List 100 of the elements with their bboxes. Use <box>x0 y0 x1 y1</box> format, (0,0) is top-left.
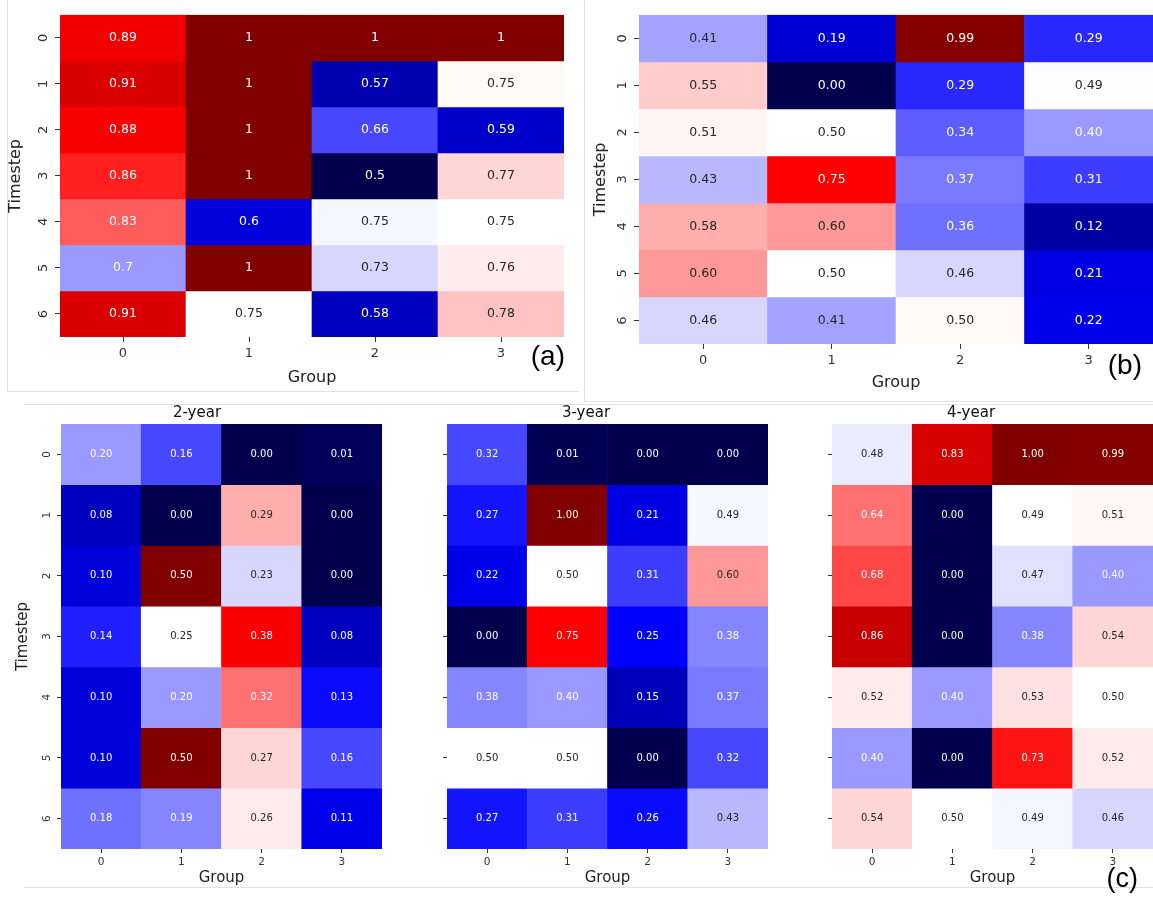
y-axis-title: Timestep <box>12 601 31 673</box>
x-tick-label: 0 <box>118 345 128 361</box>
data-label: 0.16 <box>330 751 354 763</box>
data-label: 0.75 <box>487 75 515 91</box>
data-label: 0.43 <box>716 812 740 824</box>
data-label: 0.78 <box>487 305 515 321</box>
data-label: 0.51 <box>1101 508 1125 520</box>
data-label: 0.6 <box>239 213 259 229</box>
data-label: 1 <box>245 75 253 91</box>
data-label: 0.10 <box>89 569 113 581</box>
data-label: 0.14 <box>89 630 113 642</box>
data-label: 0.59 <box>487 121 515 137</box>
y-tick-label: 5 <box>614 269 630 278</box>
data-label: 0.75 <box>361 213 389 229</box>
data-label: 0.47 <box>1021 569 1044 581</box>
data-label: 0.50 <box>1101 690 1125 702</box>
data-label: 0.26 <box>250 812 273 824</box>
data-label: 0.21 <box>1074 264 1103 280</box>
data-label: 0.40 <box>1074 123 1103 139</box>
data-label: 0.00 <box>941 569 964 581</box>
data-label: 0.50 <box>817 123 846 139</box>
data-label: 0.37 <box>716 690 740 702</box>
y-tick-label: 5 <box>35 263 51 273</box>
data-label: 0.60 <box>716 569 740 581</box>
text: (a) <box>530 339 565 371</box>
data-label: 1 <box>245 259 253 275</box>
y-tick-label: 1 <box>35 79 51 88</box>
data-label: 0.26 <box>636 812 659 824</box>
data-label: 0.91 <box>109 75 137 91</box>
y-tick-label: 3 <box>40 633 53 640</box>
data-label: 0.29 <box>1074 29 1103 45</box>
data-label: 0.86 <box>860 630 884 642</box>
x-tick-label: 2 <box>258 855 265 868</box>
data-label: 0.00 <box>941 630 964 642</box>
data-label: 1.00 <box>556 508 579 520</box>
data-label: 0.99 <box>946 29 975 45</box>
data-label: 1 <box>245 29 253 45</box>
data-label: 0.60 <box>689 264 718 280</box>
data-label: 0.86 <box>109 167 137 183</box>
data-label: 0.37 <box>946 170 975 186</box>
data-label: 0.50 <box>946 311 975 327</box>
data-label: 0.20 <box>89 447 113 459</box>
data-label: 1 <box>497 29 505 45</box>
y-tick-label: 6 <box>35 309 51 319</box>
data-label: 0.31 <box>636 569 659 581</box>
data-label: 0.21 <box>636 508 659 520</box>
data-label: 0.10 <box>89 751 113 763</box>
y-tick-label: 1 <box>40 511 53 519</box>
data-label: 0.73 <box>1021 751 1044 763</box>
data-label: 0.27 <box>475 812 499 824</box>
data-label: 0.15 <box>636 690 659 702</box>
data-label: 0.50 <box>556 751 579 763</box>
x-tick-label: 2 <box>1029 855 1036 868</box>
data-label: 0.13 <box>330 690 354 702</box>
data-label: 0.22 <box>1074 311 1103 327</box>
data-label: 0.48 <box>860 447 884 459</box>
data-label: 0.75 <box>556 630 579 642</box>
data-label: 1 <box>245 121 253 137</box>
x-tick-label: 3 <box>496 345 506 361</box>
data-label: 0.49 <box>1021 812 1044 824</box>
data-label: 0.00 <box>716 447 740 459</box>
data-label: 0.00 <box>330 508 354 520</box>
data-label: 0.57 <box>361 75 389 91</box>
x-tick-label: 0 <box>97 855 105 868</box>
data-label: 0.00 <box>636 447 659 459</box>
data-label: 0.51 <box>689 123 718 139</box>
x-tick-label: 2 <box>370 345 380 361</box>
y-tick-label: 5 <box>40 754 53 762</box>
data-label: 0.68 <box>860 569 884 581</box>
data-label: 0.00 <box>817 76 846 92</box>
data-label: 0.23 <box>250 569 273 581</box>
data-label: 0.00 <box>475 630 499 642</box>
y-tick-label: 0 <box>40 451 53 458</box>
data-label: 0.18 <box>89 812 113 824</box>
x-tick-label: 1 <box>564 855 571 868</box>
data-label: 0.99 <box>1101 447 1125 459</box>
x-tick-label: 1 <box>178 855 185 868</box>
data-label: 1.00 <box>1021 447 1044 459</box>
data-label: 0.58 <box>361 305 389 321</box>
data-label: 0.32 <box>250 690 273 702</box>
y-tick-label: 6 <box>40 814 53 822</box>
data-label: 0.54 <box>1101 630 1125 642</box>
x-axis-title: Group <box>198 867 245 886</box>
y-tick-label: 0 <box>614 34 630 43</box>
data-label: 0.38 <box>716 630 740 642</box>
data-label: 0.50 <box>475 751 499 763</box>
y-axis-title: Timestep <box>4 139 24 214</box>
x-tick-label: 0 <box>868 855 876 868</box>
data-label: 0.89 <box>109 29 137 45</box>
data-label: 0.00 <box>941 751 964 763</box>
data-label: 0.58 <box>689 217 718 233</box>
x-tick-label: 3 <box>1084 352 1093 368</box>
data-label: 0.50 <box>941 812 964 824</box>
x-tick-label: 3 <box>724 855 732 868</box>
data-label: 0.27 <box>250 751 273 763</box>
data-label: 0.49 <box>1021 508 1044 520</box>
text: (b) <box>1107 348 1142 380</box>
data-label: 0.60 <box>817 217 846 233</box>
x-axis-title: Group <box>969 867 1016 886</box>
data-label: 0.52 <box>1101 751 1125 763</box>
